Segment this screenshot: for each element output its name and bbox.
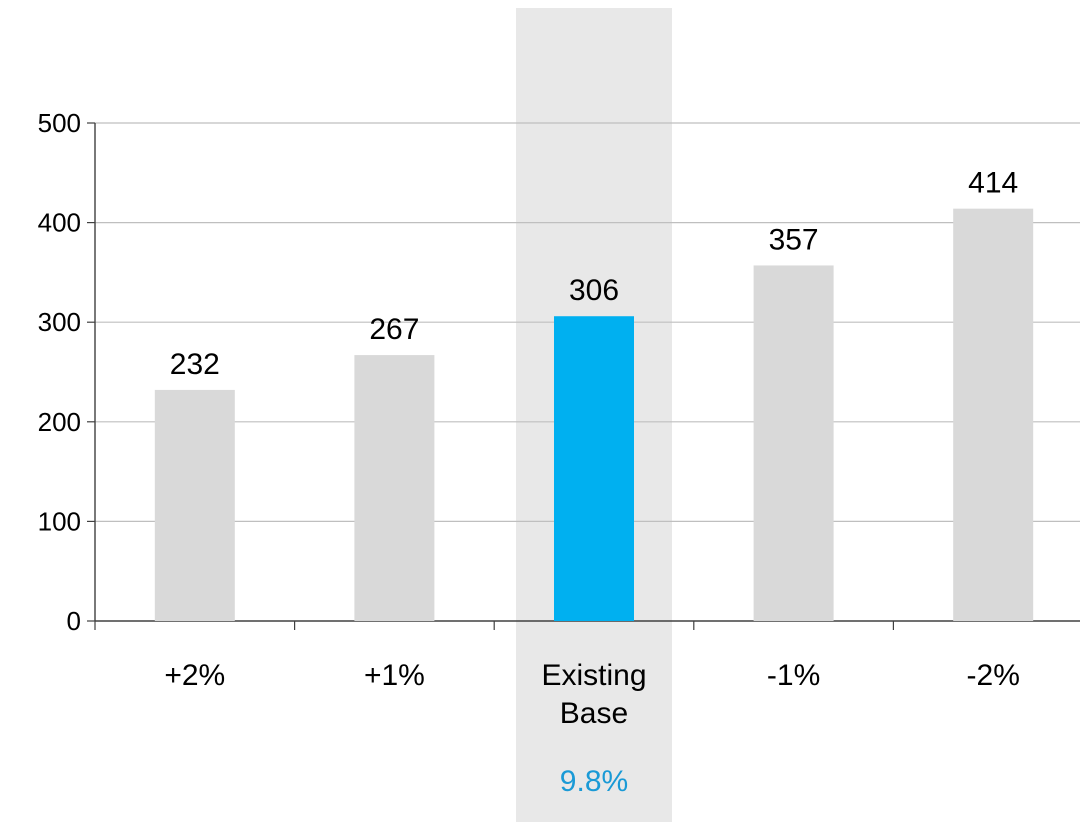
data-label: 306 xyxy=(569,274,619,307)
y-tick-label: 300 xyxy=(38,307,81,337)
bar xyxy=(154,389,235,621)
bar xyxy=(953,208,1034,621)
data-label: 357 xyxy=(769,223,819,256)
y-tick-label: 100 xyxy=(38,506,81,536)
bar xyxy=(753,265,834,621)
data-label: 232 xyxy=(170,348,220,381)
y-tick-label: 0 xyxy=(67,606,81,636)
y-tick-label: 200 xyxy=(38,407,81,437)
x-category-label: Existing xyxy=(541,659,646,692)
highlight-note-label: 9.8% xyxy=(560,765,628,798)
x-category-label: -1% xyxy=(767,659,820,692)
x-category-label: Base xyxy=(560,697,628,730)
y-tick-label: 500 xyxy=(38,108,81,138)
bar-highlight xyxy=(554,316,634,621)
y-tick-label: 400 xyxy=(38,208,81,238)
x-category-label: +1% xyxy=(364,659,425,692)
x-category-label: +2% xyxy=(164,659,225,692)
labels: 0 100 200 300 400 500 232 +2% 267 +1% 306 Existing B… xyxy=(38,108,1020,798)
data-label: 414 xyxy=(968,167,1018,200)
bar xyxy=(354,355,435,621)
x-category-label: -2% xyxy=(967,659,1020,692)
bars xyxy=(154,208,1034,621)
data-label: 267 xyxy=(369,313,419,346)
